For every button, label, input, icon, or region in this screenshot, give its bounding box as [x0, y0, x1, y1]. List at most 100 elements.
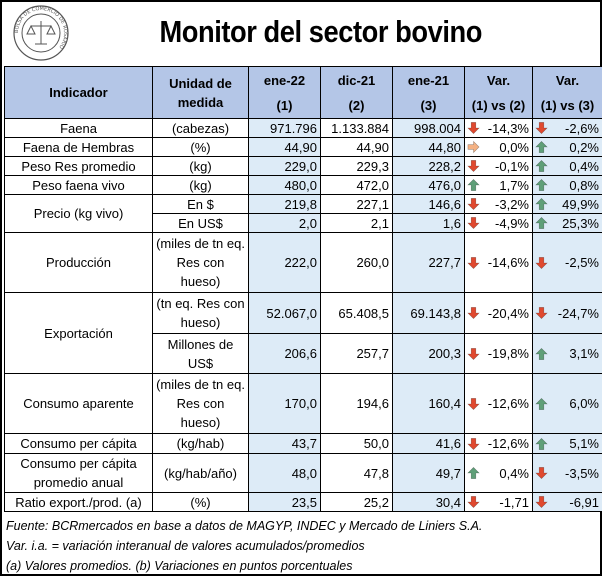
var-1vs2: -0,1%	[464, 156, 533, 176]
value-col2: 257,7	[320, 333, 393, 374]
row-name: Consumo per cápita promedio anual	[4, 453, 153, 493]
value-col3: 998.004	[392, 118, 465, 138]
row-unit: (kg/hab/año)	[152, 453, 249, 493]
row-unit: (miles de tn eq. Res con hueso)	[152, 373, 249, 434]
row-unit: Millones de US$	[152, 333, 249, 374]
value-col2: 25,2	[320, 492, 393, 512]
seal-icon: BOLSA DE COMERCIO DE ROSARIO	[13, 5, 69, 61]
header-var2: Var. (1) vs (3)	[532, 66, 602, 119]
var-1vs3: -6,91	[532, 492, 602, 512]
arrow-up-icon	[535, 160, 548, 172]
value-col1: 170,0	[248, 373, 321, 434]
arrow-down-icon	[535, 467, 548, 479]
arrow-down-icon	[467, 122, 480, 134]
value-col2: 472,0	[320, 175, 393, 195]
row-unit: (%)	[152, 492, 249, 512]
value-col3: 69.143,8	[392, 292, 465, 334]
data-table: Indicador Unidad de medida ene-22 (1) dic…	[4, 66, 602, 512]
value-col3: 160,4	[392, 373, 465, 434]
var-1vs3: -2,5%	[532, 232, 602, 293]
value-col1: 43,7	[248, 433, 321, 454]
value-col3: 228,2	[392, 156, 465, 176]
row-unit: (kg)	[152, 175, 249, 195]
row-name: Consumo aparente	[4, 373, 153, 434]
row-name: Producción	[4, 232, 153, 293]
arrow-down-icon	[467, 256, 480, 269]
var-1vs2: -3,2%	[464, 194, 533, 214]
table-row: Faena (cabezas) 971.796 1.133.884 998.00…	[4, 118, 602, 138]
value-col1: 48,0	[248, 453, 321, 493]
table-row: Consumo aparente (miles de tn eq. Res co…	[4, 373, 602, 434]
value-col3: 146,6	[392, 194, 465, 214]
value-col3: 49,7	[392, 453, 465, 493]
table-row: Exportación (tn eq. Res con hueso) 52.06…	[4, 292, 602, 374]
row-unit: (%)	[152, 137, 249, 157]
value-col3: 200,3	[392, 333, 465, 374]
value-col1: 971.796	[248, 118, 321, 138]
arrow-down-icon	[467, 217, 480, 229]
arrow-down-icon	[467, 437, 480, 450]
row-unit: (kg/hab)	[152, 433, 249, 454]
value-col3: 227,7	[392, 232, 465, 293]
var-1vs2: -20,4%	[464, 292, 533, 334]
var-1vs2: -12,6%	[464, 373, 533, 434]
var-1vs3: -24,7%	[532, 292, 602, 334]
value-col3: 41,6	[392, 433, 465, 454]
row-unit: (cabezas)	[152, 118, 249, 138]
value-col3: 1,6	[392, 213, 465, 233]
arrow-up-icon	[467, 467, 480, 479]
value-col2: 194,6	[320, 373, 393, 434]
report-header: BOLSA DE COMERCIO DE ROSARIO Monitor del…	[4, 4, 602, 66]
header-col1: ene-22 (1)	[248, 66, 321, 119]
value-col2: 227,1	[320, 194, 393, 214]
value-col2: 47,8	[320, 453, 393, 493]
value-col1: 206,6	[248, 333, 321, 374]
row-unit: En $	[152, 194, 249, 214]
row-name: Peso faena vivo	[4, 175, 153, 195]
row-name: Peso Res promedio	[4, 156, 153, 176]
var-1vs3: 0,2%	[532, 137, 602, 157]
value-col2: 2,1	[320, 213, 393, 233]
value-col2: 260,0	[320, 232, 393, 293]
value-col2: 50,0	[320, 433, 393, 454]
table-row: Consumo per cápita (kg/hab) 43,7 50,0 41…	[4, 433, 602, 454]
row-unit: (miles de tn eq. Res con hueso)	[152, 232, 249, 293]
table-row: Faena de Hembras (%) 44,90 44,90 44,80 0…	[4, 137, 602, 157]
table-row: Peso faena vivo (kg) 480,0 472,0 476,0 1…	[4, 175, 602, 195]
page-title: Monitor del sector bovino	[159, 14, 483, 49]
table-body: Faena (cabezas) 971.796 1.133.884 998.00…	[4, 118, 602, 512]
arrow-up-icon	[535, 179, 548, 191]
arrow-up-icon	[535, 141, 548, 153]
arrow-up-icon	[535, 397, 548, 410]
value-col1: 2,0	[248, 213, 321, 233]
footnote-source: Fuente: BCRmercados en base a datos de M…	[6, 519, 483, 533]
arrow-down-icon	[535, 256, 548, 269]
row-name: Precio (kg vivo)	[4, 194, 153, 233]
value-col1: 480,0	[248, 175, 321, 195]
var-1vs3: -3,5%	[532, 453, 602, 493]
var-1vs3: 0,4%	[532, 156, 602, 176]
table-row: Millones de US$ 206,6 257,7 200,3 -19,8%…	[5, 333, 602, 374]
value-col1: 44,90	[248, 137, 321, 157]
var-1vs2: -14,3%	[464, 118, 533, 138]
arrow-down-icon	[467, 347, 480, 360]
row-name: Faena	[4, 118, 153, 138]
header-unidad: Unidad de medida	[152, 66, 249, 119]
arrow-down-icon	[467, 307, 480, 319]
header-var1: Var. (1) vs (2)	[464, 66, 533, 119]
value-col2: 44,90	[320, 137, 393, 157]
arrow-up-icon	[535, 347, 548, 360]
arrow-up-icon	[535, 198, 548, 210]
var-1vs2: 0,4%	[464, 453, 533, 493]
header-col2: dic-21 (2)	[320, 66, 393, 119]
row-unit: En US$	[152, 213, 249, 233]
table-row: Precio (kg vivo) En $ 219,8 227,1 146,6 …	[4, 194, 602, 233]
var-1vs3: 6,0%	[532, 373, 602, 434]
var-1vs2: 1,7%	[464, 175, 533, 195]
row-name: Exportación	[4, 292, 153, 374]
var-1vs3: 49,9%	[532, 194, 602, 214]
arrow-down-icon	[467, 397, 480, 410]
arrow-right-icon	[467, 140, 480, 154]
var-1vs2: 0,0%	[464, 137, 533, 157]
